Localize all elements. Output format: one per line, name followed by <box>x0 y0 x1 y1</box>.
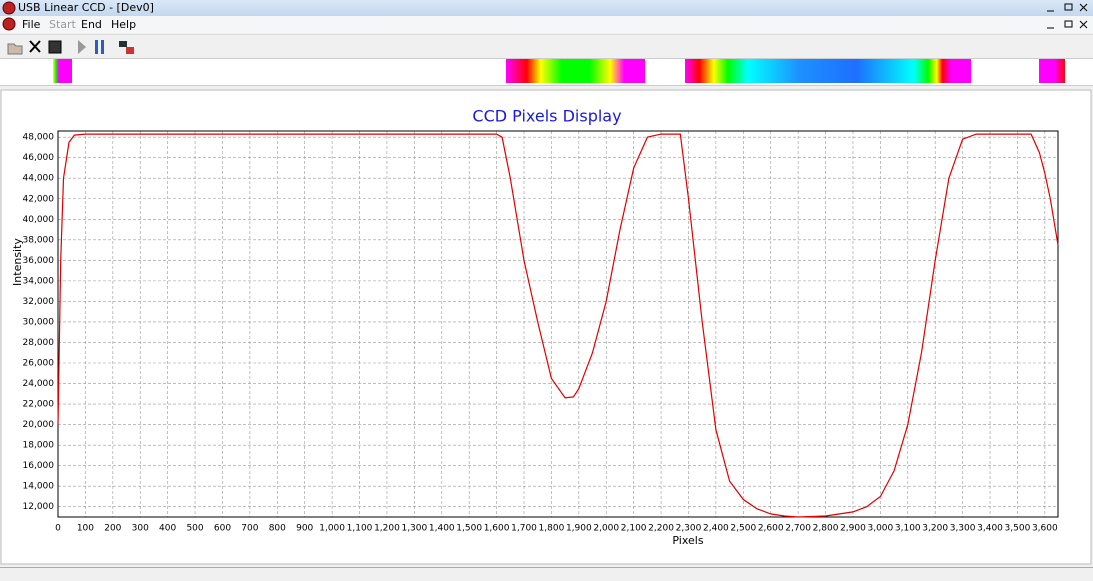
x-tick-label: 3,000 <box>867 524 893 534</box>
y-tick-label: 28,000 <box>23 338 55 348</box>
window-buttons[interactable] <box>1047 3 1088 12</box>
mdi-buttons[interactable] <box>1033 16 1093 33</box>
x-tick-label: 1,100 <box>347 524 373 534</box>
x-tick-label: 3,300 <box>950 524 976 534</box>
y-tick-label: 12,000 <box>23 502 55 512</box>
x-tick-label: 1,800 <box>539 524 565 534</box>
title-bar: USB Linear CCD - [Dev0] <box>0 0 1093 16</box>
x-tick-label: 2,900 <box>840 524 866 534</box>
x-tick-label: 200 <box>104 524 121 534</box>
x-tick-label: 3,600 <box>1032 524 1058 534</box>
x-tick-label: 1,700 <box>511 524 537 534</box>
doc-icon <box>2 17 16 31</box>
chart-background <box>0 89 1092 565</box>
settings-button[interactable] <box>119 41 134 54</box>
y-tick-label: 32,000 <box>23 297 55 307</box>
window-title: USB Linear CCD - [Dev0] <box>18 1 154 14</box>
y-tick-label: 46,000 <box>23 153 55 163</box>
x-tick-label: 2,700 <box>785 524 811 534</box>
x-tick-label: 1,000 <box>319 524 345 534</box>
status-bar <box>0 567 1093 581</box>
y-tick-label: 26,000 <box>23 359 55 369</box>
save-button[interactable] <box>48 40 62 54</box>
x-tick-label: 3,200 <box>922 524 948 534</box>
plot-frame <box>57 130 1059 518</box>
y-tick-label: 48,000 <box>23 133 55 143</box>
data-line <box>57 133 1059 518</box>
x-tick-label: 700 <box>241 524 258 534</box>
x-tick-label: 1,500 <box>456 524 482 534</box>
x-tick-label: 0 <box>55 524 61 534</box>
y-tick-label: 16,000 <box>23 461 55 471</box>
open-button[interactable] <box>7 43 23 55</box>
x-tick-label: 600 <box>214 524 231 534</box>
y-tick-label: 38,000 <box>23 235 55 245</box>
y-tick-label: 14,000 <box>23 482 55 492</box>
menu-item[interactable]: Start <box>49 18 76 31</box>
y-tick-label: 36,000 <box>23 256 55 266</box>
menu-item[interactable]: Help <box>111 18 137 31</box>
menu-item[interactable]: End <box>81 18 102 31</box>
x-tick-label: 400 <box>159 524 176 534</box>
x-tick-label: 2,100 <box>621 524 647 534</box>
x-tick-label: 500 <box>186 524 203 534</box>
chart: CCD Pixels Display Pixels Intensity 12,0… <box>0 89 1092 565</box>
x-tick-label: 1,900 <box>566 524 592 534</box>
y-tick-label: 42,000 <box>23 194 55 204</box>
y-tick-label: 34,000 <box>23 276 55 286</box>
chart-title: CCD Pixels Display <box>472 107 621 126</box>
x-axis-label: Pixels <box>672 534 703 547</box>
x-tick-label: 2,400 <box>703 524 729 534</box>
x-tick-label: 300 <box>132 524 149 534</box>
x-tick-label: 800 <box>269 524 286 534</box>
spectrum-strip <box>0 58 1093 86</box>
x-tick-label: 3,100 <box>895 524 921 534</box>
y-tick-label: 40,000 <box>23 215 55 225</box>
x-tick-label: 2,000 <box>593 524 619 534</box>
y-tick-label: 22,000 <box>23 400 55 410</box>
title-icons <box>2 1 1088 15</box>
x-tick-label: 1,200 <box>374 524 400 534</box>
x-tick-label: 2,300 <box>676 524 702 534</box>
app-icon <box>2 1 16 15</box>
close-button[interactable] <box>29 40 41 53</box>
menu-bar: File Start End Help <box>0 16 1093 33</box>
y-axis-label: Intensity <box>11 238 24 286</box>
x-tick-label: 1,300 <box>401 524 427 534</box>
toolbar-icons <box>7 40 134 55</box>
x-tick-label: 1,600 <box>484 524 510 534</box>
start-button[interactable] <box>78 40 86 54</box>
y-tick-label: 44,000 <box>23 174 55 184</box>
x-tick-label: 2,800 <box>813 524 839 534</box>
x-tick-label: 3,400 <box>977 524 1003 534</box>
x-tick-label: 3,500 <box>1005 524 1031 534</box>
x-tick-label: 900 <box>296 524 313 534</box>
y-tick-label: 30,000 <box>23 317 55 327</box>
x-tick-label: 1,400 <box>429 524 455 534</box>
x-tick-label: 2,600 <box>758 524 784 534</box>
x-tick-label: 2,200 <box>648 524 674 534</box>
y-tick-label: 20,000 <box>23 420 55 430</box>
x-tick-label: 100 <box>77 524 94 534</box>
toolbar <box>0 34 1093 58</box>
x-tick-label: 2,500 <box>730 524 756 534</box>
y-tick-label: 24,000 <box>23 379 55 389</box>
menu-item[interactable]: File <box>22 18 41 31</box>
pause-button[interactable] <box>95 40 104 54</box>
y-tick-label: 18,000 <box>23 441 55 451</box>
